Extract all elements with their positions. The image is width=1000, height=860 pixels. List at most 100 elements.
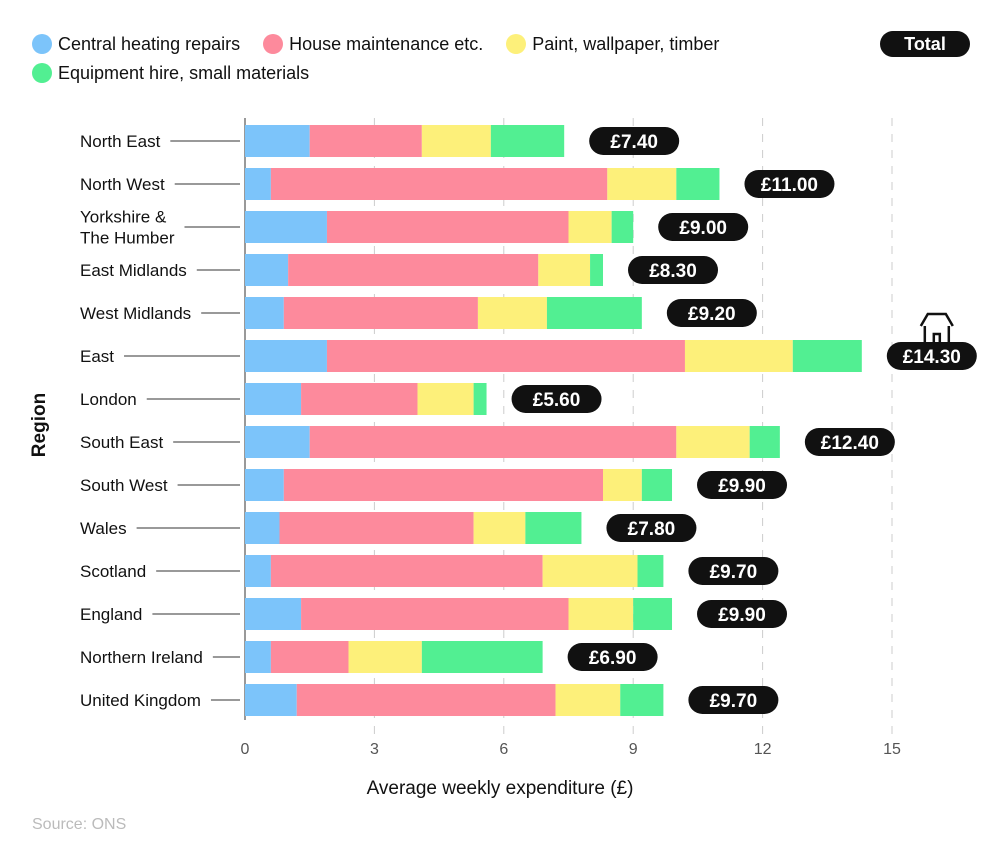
bar-segment (245, 598, 302, 630)
x-tick-label: 0 (241, 741, 250, 758)
bar-segment (620, 684, 664, 716)
bar-segment (607, 168, 677, 200)
bar-segment (421, 125, 491, 157)
bar-segment (473, 512, 526, 544)
bar-segment (417, 383, 474, 415)
category-label: United Kingdom (80, 691, 201, 710)
total-label: £7.80 (628, 519, 676, 540)
bar-segment (326, 340, 685, 372)
x-tick-label: 3 (370, 741, 379, 758)
total-label: £11.00 (761, 175, 818, 196)
legend-swatch (32, 34, 52, 54)
total-pill (606, 514, 697, 542)
bar-segment (270, 641, 349, 673)
category-label: South East (80, 433, 163, 452)
legend-label: Equipment hire, small materials (58, 62, 310, 83)
total-pill (589, 127, 680, 155)
total-pill (804, 428, 895, 456)
bar-segment (283, 297, 478, 329)
bar-segment (245, 383, 302, 415)
category-label: South West (80, 476, 168, 495)
legend-item: Central heating repairs (32, 30, 240, 58)
legend-item: House maintenance etc. (263, 30, 483, 58)
legend-label: Paint, wallpaper, timber (532, 33, 720, 54)
total-pill (697, 600, 788, 628)
total-label: £14.30 (903, 347, 961, 368)
bar-segment (245, 555, 271, 587)
x-tick-label: 9 (629, 741, 638, 758)
legend-label: House maintenance etc. (289, 33, 484, 54)
total-label: £9.70 (710, 691, 758, 712)
bar-segment (245, 211, 327, 243)
bar-segment (296, 684, 556, 716)
total-label: £8.30 (649, 261, 697, 282)
bar-segment (288, 254, 539, 286)
bar-segment (301, 383, 418, 415)
bar-segment (792, 340, 862, 372)
category-label: Scotland (80, 562, 146, 581)
bar-segment (525, 512, 582, 544)
bar-segment (326, 211, 569, 243)
x-tick-label: 15 (883, 741, 901, 758)
legend-swatch (506, 34, 527, 54)
bar-segment (603, 469, 642, 501)
bar-segment (245, 641, 271, 673)
total-pill (697, 471, 788, 499)
total-label: £9.00 (679, 218, 727, 239)
bar-segment (641, 469, 673, 501)
bar-segment (568, 211, 612, 243)
house-icon (919, 312, 954, 342)
x-tick-label: 6 (499, 741, 508, 758)
bar-segment (684, 340, 793, 372)
bar-segment (542, 555, 638, 587)
bar-segment (633, 598, 673, 630)
bar-segment (568, 598, 634, 630)
total-pill (666, 299, 757, 327)
bar-segment (477, 297, 547, 329)
category-label: London (80, 390, 137, 409)
total-label: £12.40 (821, 433, 879, 454)
x-axis-title: Average weekly expenditure (£) (367, 778, 634, 799)
total-label: £9.90 (718, 605, 766, 626)
category-label: Northern Ireland (80, 648, 203, 667)
legend: Central heating repairs House maintenanc… (32, 30, 852, 88)
total-pill (886, 342, 977, 370)
total-pill (511, 385, 602, 413)
total-pill (688, 686, 779, 714)
legend-item: Paint, wallpaper, timber (506, 30, 719, 58)
total-pill (744, 170, 835, 198)
bar-segment (245, 254, 289, 286)
bar-segment (245, 168, 271, 200)
total-pill (688, 557, 779, 585)
bar-segment (348, 641, 422, 673)
bar-segment (555, 684, 621, 716)
total-pill (628, 256, 719, 284)
total-legend-badge: Total (880, 31, 970, 57)
total-label: £9.90 (718, 476, 766, 497)
bar-segment (590, 254, 604, 286)
bar-segment (279, 512, 474, 544)
bar-segment (473, 383, 487, 415)
bar-segment (611, 211, 634, 243)
bar-segment (270, 168, 608, 200)
category-label: England (80, 605, 142, 624)
bar-segment (676, 168, 720, 200)
bar-segment (490, 125, 565, 157)
bar-segment (245, 684, 297, 716)
total-pill (658, 213, 749, 241)
bar-segment (270, 555, 543, 587)
bar-segment (676, 426, 750, 458)
y-axis-title: Region (29, 393, 50, 457)
total-label: £5.60 (533, 390, 581, 411)
total-label: £6.90 (589, 648, 637, 669)
total-label: £9.70 (710, 562, 758, 583)
bar-segment (538, 254, 591, 286)
bar-segment (421, 641, 543, 673)
bar-segment (749, 426, 780, 458)
bar-segment (637, 555, 664, 587)
category-label: North West (80, 175, 165, 194)
bar-segment (245, 125, 310, 157)
x-tick-label: 12 (754, 741, 772, 758)
